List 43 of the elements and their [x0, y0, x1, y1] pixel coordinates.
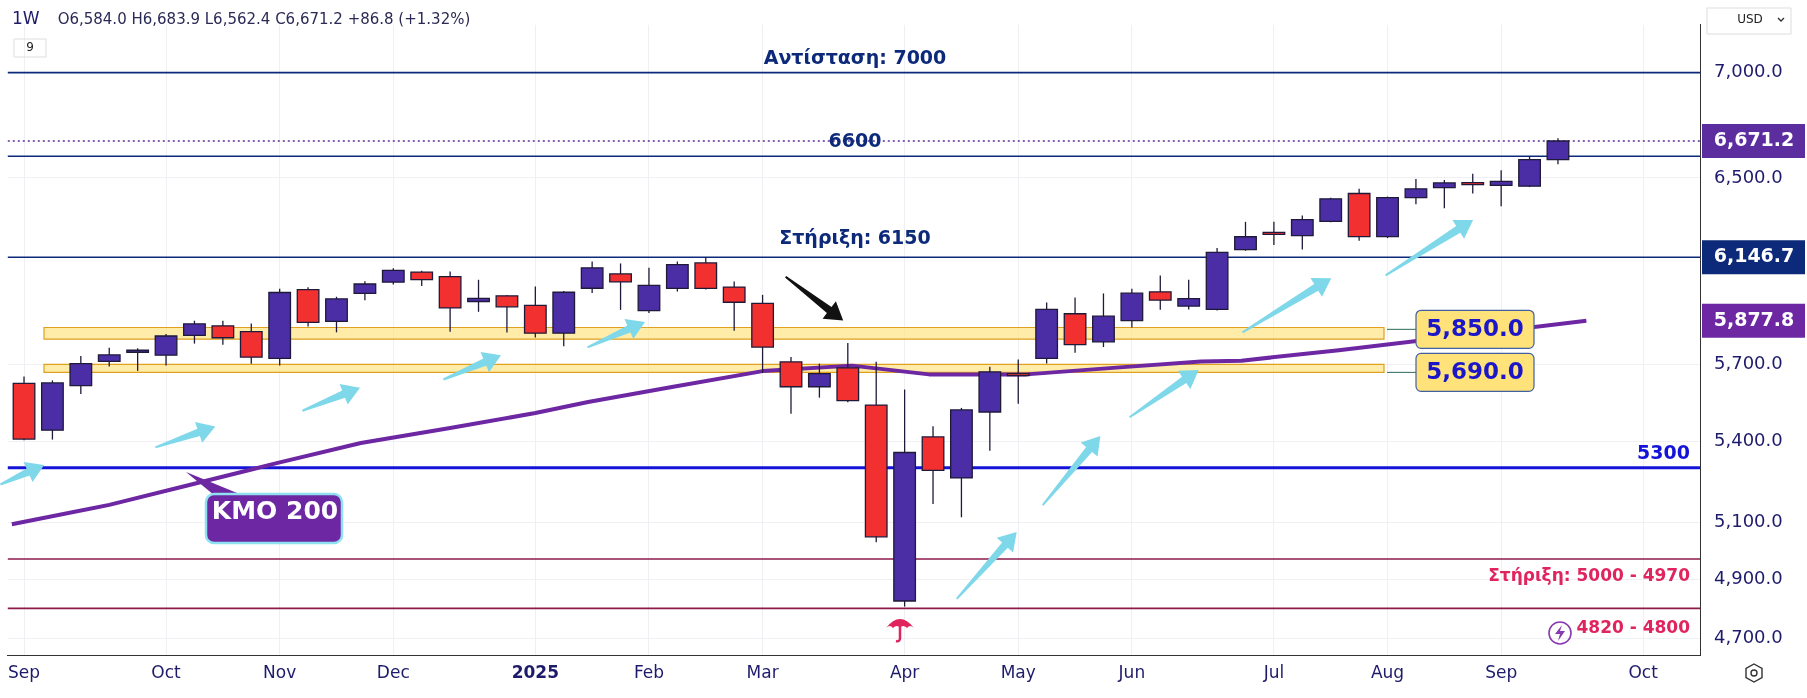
x-tick-label: Nov	[263, 661, 297, 682]
text: 5,877.8	[1713, 307, 1795, 330]
x-tick-label: Feb	[633, 661, 665, 682]
x-tick-label: Sep	[1485, 661, 1518, 682]
x-tick-label: Apr	[889, 661, 920, 682]
x-tick-label: Aug	[1370, 661, 1405, 682]
candlestick	[1234, 221, 1257, 252]
y-tick-label: 6,500.0	[1714, 165, 1783, 187]
y-tick-label: 4,700.0	[1714, 625, 1783, 647]
ref-line-label: 6,671.2	[1713, 127, 1795, 150]
candlestick	[580, 260, 604, 294]
ref-line-label: 6,146.7	[1713, 244, 1795, 267]
candlestick	[1319, 197, 1343, 223]
annotation: 4820 - 4800	[1576, 616, 1691, 637]
band-label: 5,690.0	[1426, 358, 1524, 385]
ref-line-label: 5300	[1637, 440, 1690, 463]
x-tick-label: 2025	[511, 661, 559, 682]
x-tick-label: Oct	[151, 661, 182, 682]
x-tick-label: May	[1000, 661, 1036, 682]
y-tick-label: 4,900.0	[1714, 566, 1783, 588]
ref-line-label: 6600	[828, 129, 882, 152]
x-tick-label: Jun	[1117, 661, 1146, 682]
annotation: Στήριξη: 6150	[779, 226, 931, 249]
y-tick-label: 5,100.0	[1714, 509, 1783, 531]
candlestick	[325, 296, 348, 334]
y-tick-label: 7,000.0	[1714, 60, 1783, 82]
x-tick-label: Mar	[746, 661, 779, 682]
chart-subtitle: O6,584.0 H6,683.9 L6,562.4 C6,671.2 +86.8 (+1.32%)	[57, 10, 471, 28]
candlestick	[665, 260, 689, 293]
y-tick-label: 5,700.0	[1714, 352, 1783, 374]
band-label: 5,850.0	[1426, 315, 1524, 342]
series-label: KMO 200	[210, 496, 340, 527]
y-tick-label: 5,400.0	[1714, 428, 1783, 450]
x-tick-label: Dec	[376, 661, 410, 682]
annotation: Στήριξη: 5000 - 4970	[1488, 565, 1691, 586]
annotation: 9	[26, 40, 34, 55]
x-tick-label: Oct	[1628, 661, 1659, 682]
ref-line-label: Αντίσταση: 7000	[763, 45, 947, 68]
candlestick	[183, 320, 206, 345]
x-tick-label: Sep	[8, 661, 41, 682]
x-tick-label: Jul	[1262, 661, 1285, 682]
chart-title: 1W	[12, 8, 40, 28]
text: USD	[1737, 12, 1763, 27]
